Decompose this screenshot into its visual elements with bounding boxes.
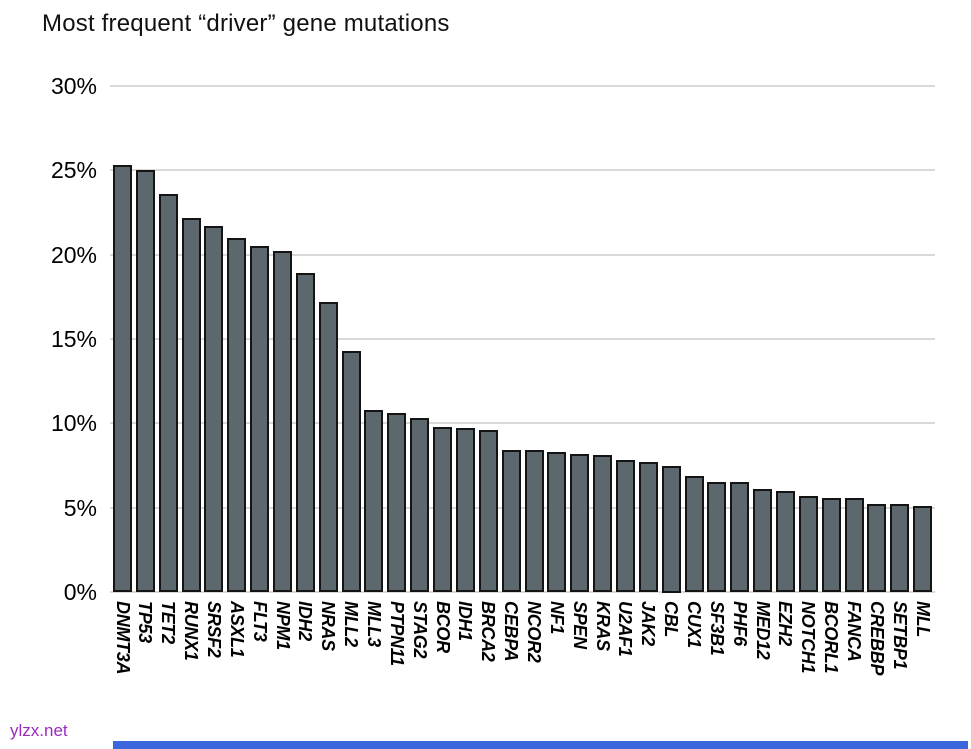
x-tick-label: RUNX1 xyxy=(181,601,201,661)
x-tick-label: SF3B1 xyxy=(707,601,727,656)
bar-PTPN11 xyxy=(387,413,406,592)
y-tick-label: 0% xyxy=(63,579,97,605)
x-tick-label: SPEN xyxy=(570,601,590,649)
gridline-10 xyxy=(110,422,935,424)
bar-NOTCH1 xyxy=(799,496,818,592)
bar-U2AF1 xyxy=(616,460,635,592)
gridline-15 xyxy=(110,338,935,340)
bar-CREBBP xyxy=(867,504,886,592)
watermark-link: ylzx.net xyxy=(10,721,68,740)
x-tick-label: JAK2 xyxy=(638,601,658,646)
bar-MLL xyxy=(913,506,932,592)
bar-FANCA xyxy=(845,498,864,592)
x-tick-label: CEBPA xyxy=(501,601,521,662)
bar-TET2 xyxy=(159,194,178,592)
x-tick-label: IDH1 xyxy=(455,601,475,641)
y-tick-label: 30% xyxy=(50,73,97,99)
bar-FLT3 xyxy=(250,246,269,592)
bar-SRSF2 xyxy=(204,226,223,592)
x-tick-label: NRAS xyxy=(318,601,338,651)
x-tick-label: NCOR2 xyxy=(524,601,544,663)
bar-JAK2 xyxy=(639,462,658,592)
gridline-30 xyxy=(110,85,935,87)
bar-SPEN xyxy=(570,454,589,592)
bar-BCORL1 xyxy=(822,498,841,592)
x-tick-label: CBL xyxy=(661,601,681,638)
gridline-5 xyxy=(110,507,935,509)
x-tick-label: DNMT3A xyxy=(113,601,133,675)
bar-IDH2 xyxy=(296,273,315,592)
x-tick-label: BRCA2 xyxy=(478,601,498,662)
x-tick-label: FANCA xyxy=(844,601,864,662)
y-tick-label: 5% xyxy=(63,495,97,521)
x-tick-label: PTPN11 xyxy=(387,601,407,666)
bar-IDH1 xyxy=(456,428,475,592)
bar-MLL3 xyxy=(364,410,383,592)
x-tick-label: CREBBP xyxy=(867,601,887,676)
bar-KRAS xyxy=(593,455,612,592)
bar-TP53 xyxy=(136,170,155,592)
bar-CBL xyxy=(662,466,681,593)
bar-NPM1 xyxy=(273,251,292,592)
bar-SETBP1 xyxy=(890,504,909,592)
bar-CUX1 xyxy=(685,476,704,592)
gridline-20 xyxy=(110,254,935,256)
bar-NRAS xyxy=(319,302,338,592)
x-tick-label: SETBP1 xyxy=(890,601,910,670)
x-tick-label: TET2 xyxy=(158,601,178,644)
x-tick-label: ASXL1 xyxy=(227,601,247,658)
x-tick-label: SRSF2 xyxy=(204,601,224,658)
y-tick-label: 25% xyxy=(50,157,97,183)
bar-SF3B1 xyxy=(707,482,726,592)
x-tick-label: EZH2 xyxy=(775,601,795,646)
y-tick-label: 20% xyxy=(50,242,97,268)
gridline-25 xyxy=(110,169,935,171)
bar-PHF6 xyxy=(730,482,749,592)
chart-title: Most frequent “driver” gene mutations xyxy=(42,10,450,37)
bar-ASXL1 xyxy=(227,238,246,592)
x-tick-label: STAG2 xyxy=(410,601,430,659)
x-tick-label: MLL2 xyxy=(341,601,361,647)
x-tick-label: NF1 xyxy=(547,601,567,635)
x-tick-label: MLL3 xyxy=(364,601,384,647)
x-tick-label: PHF6 xyxy=(730,601,750,646)
x-tick-label: NPM1 xyxy=(273,601,293,650)
bar-EZH2 xyxy=(776,491,795,592)
bar-CEBPA xyxy=(502,450,521,592)
gridline-0 xyxy=(110,591,935,593)
bottom-blue-bar xyxy=(113,741,968,749)
x-tick-label: U2AF1 xyxy=(615,601,635,657)
x-tick-label: FLT3 xyxy=(250,601,270,642)
bar-NCOR2 xyxy=(525,450,544,592)
x-tick-label: IDH2 xyxy=(295,601,315,641)
bar-BCOR xyxy=(433,427,452,592)
x-tick-label: MLL xyxy=(913,601,933,638)
bar-MED12 xyxy=(753,489,772,592)
bar-DNMT3A xyxy=(113,165,132,592)
bar-STAG2 xyxy=(410,418,429,592)
bar-RUNX1 xyxy=(182,218,201,592)
bar-NF1 xyxy=(547,452,566,592)
x-tick-label: BCORL1 xyxy=(821,601,841,674)
y-tick-label: 10% xyxy=(50,410,97,436)
bar-BRCA2 xyxy=(479,430,498,592)
x-tick-label: BCOR xyxy=(433,601,453,653)
bar-MLL2 xyxy=(342,351,361,592)
x-tick-label: TP53 xyxy=(135,601,155,643)
x-tick-label: MED12 xyxy=(753,601,773,660)
x-tick-label: CUX1 xyxy=(684,601,704,648)
y-tick-label: 15% xyxy=(50,326,97,352)
x-tick-label: KRAS xyxy=(593,601,613,651)
x-tick-label: NOTCH1 xyxy=(798,601,818,674)
